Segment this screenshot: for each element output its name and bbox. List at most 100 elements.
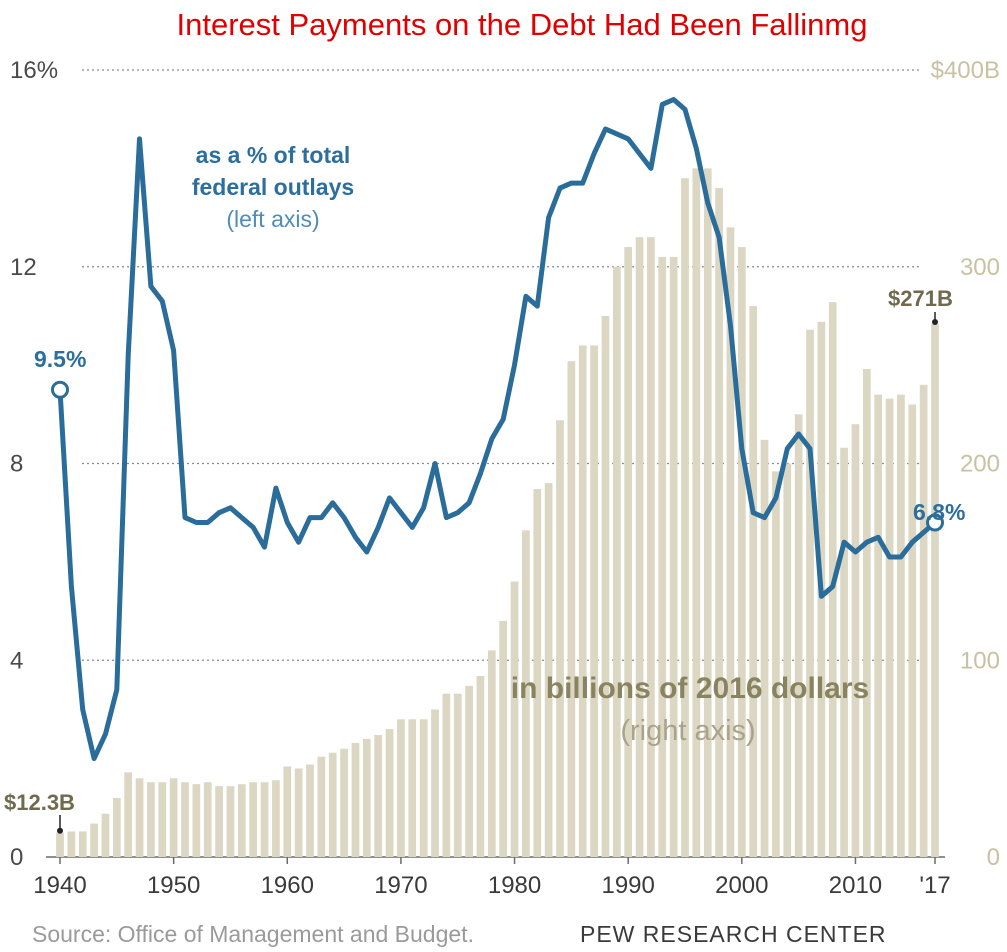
bar <box>726 227 735 857</box>
bar <box>101 813 110 857</box>
x-tick-label: '17 <box>919 872 950 899</box>
end-dollars-dot <box>932 319 938 325</box>
bar <box>385 729 394 857</box>
bar <box>419 719 428 857</box>
bar <box>237 784 246 857</box>
bar <box>112 797 121 857</box>
bar <box>215 786 223 857</box>
end-pct-label: 6.8% <box>913 499 965 525</box>
bar <box>328 752 337 857</box>
right-tick-label: $400B <box>931 57 1000 84</box>
bar-series <box>56 168 939 858</box>
left-tick-label: 8 <box>10 451 23 478</box>
bar <box>931 323 939 857</box>
bar <box>203 782 212 857</box>
bar-series-label: in billions of 2016 dollars <box>511 672 869 705</box>
bar <box>90 823 98 857</box>
x-tick-label: 1950 <box>147 872 200 899</box>
bar <box>408 719 417 857</box>
right-axis: 0 100 200 300 $400B <box>931 57 1000 871</box>
line-start-marker <box>51 380 69 399</box>
bar <box>67 831 76 857</box>
bar <box>306 764 314 857</box>
left-tick-label: 16% <box>10 57 58 84</box>
bar <box>78 831 87 857</box>
bar <box>692 168 701 857</box>
x-tick-label: 2010 <box>829 872 882 899</box>
line-series <box>51 97 944 834</box>
bar <box>612 266 621 857</box>
bar <box>737 247 746 857</box>
bar <box>272 780 280 857</box>
x-tick-label: 1990 <box>601 872 654 899</box>
bar <box>487 650 496 857</box>
bar <box>772 471 780 857</box>
bar <box>601 315 610 857</box>
bar <box>135 778 144 857</box>
bar <box>715 188 723 858</box>
x-axis: 1940 1950 1960 1970 1980 1990 2000 2010 '17 <box>33 857 951 899</box>
bar <box>510 581 519 857</box>
bar <box>340 748 348 857</box>
bar <box>840 447 848 857</box>
right-tick-label: 300 <box>960 254 1000 281</box>
bar <box>453 693 462 857</box>
line-series-label-2: federal outlays <box>192 174 354 200</box>
bar <box>397 719 405 857</box>
bar <box>624 247 633 857</box>
start-pct-label: 9.5% <box>34 346 86 372</box>
left-tick-label: 0 <box>10 844 23 871</box>
bar <box>919 384 928 857</box>
bar <box>567 361 576 857</box>
bar <box>124 772 133 857</box>
bar <box>669 256 678 858</box>
bar <box>749 306 758 858</box>
x-tick-label: 1970 <box>374 872 427 899</box>
bar <box>192 784 201 857</box>
bar <box>851 424 860 857</box>
bar <box>374 735 383 857</box>
credit-line: PEW RESEARCH CENTER <box>580 921 887 947</box>
x-tick-label: 1960 <box>261 872 314 899</box>
bar <box>351 742 360 857</box>
line-end-marker <box>926 513 944 532</box>
end-dollars-label: $271B <box>888 286 953 311</box>
bar <box>862 369 871 857</box>
bar <box>635 237 644 858</box>
left-tick-label: 12 <box>10 254 37 281</box>
bar <box>885 398 894 857</box>
bar <box>249 782 258 857</box>
x-tick-label: 2000 <box>715 872 768 899</box>
bar <box>556 420 564 857</box>
bar <box>442 693 451 857</box>
right-tick-label: 100 <box>960 647 1000 674</box>
bar <box>760 439 769 857</box>
bar <box>806 329 814 858</box>
bar <box>578 345 587 857</box>
bar <box>522 530 530 857</box>
bar <box>431 709 439 857</box>
bar <box>783 463 792 857</box>
left-axis: 0 4 8 12 16% <box>10 57 58 871</box>
bar <box>658 256 667 858</box>
right-tick-label: 0 <box>987 844 1000 871</box>
bar <box>283 766 292 857</box>
bar <box>294 768 303 857</box>
source-note: Source: Office of Management and Budget. <box>32 921 474 947</box>
bar <box>681 178 689 857</box>
chart-title: Interest Payments on the Debt Had Been F… <box>177 7 868 42</box>
x-tick-label: 1940 <box>33 872 86 899</box>
bar <box>317 756 326 857</box>
left-tick-label: 4 <box>10 647 23 674</box>
bar <box>362 738 371 857</box>
start-dollars-dot <box>57 827 63 834</box>
bar <box>908 404 917 857</box>
bar-series-axis-note: (right axis) <box>620 715 755 747</box>
bar <box>169 778 178 857</box>
bar <box>703 168 712 857</box>
bar <box>590 345 598 857</box>
bar <box>897 394 905 857</box>
bar <box>499 620 508 857</box>
bar <box>260 782 269 857</box>
